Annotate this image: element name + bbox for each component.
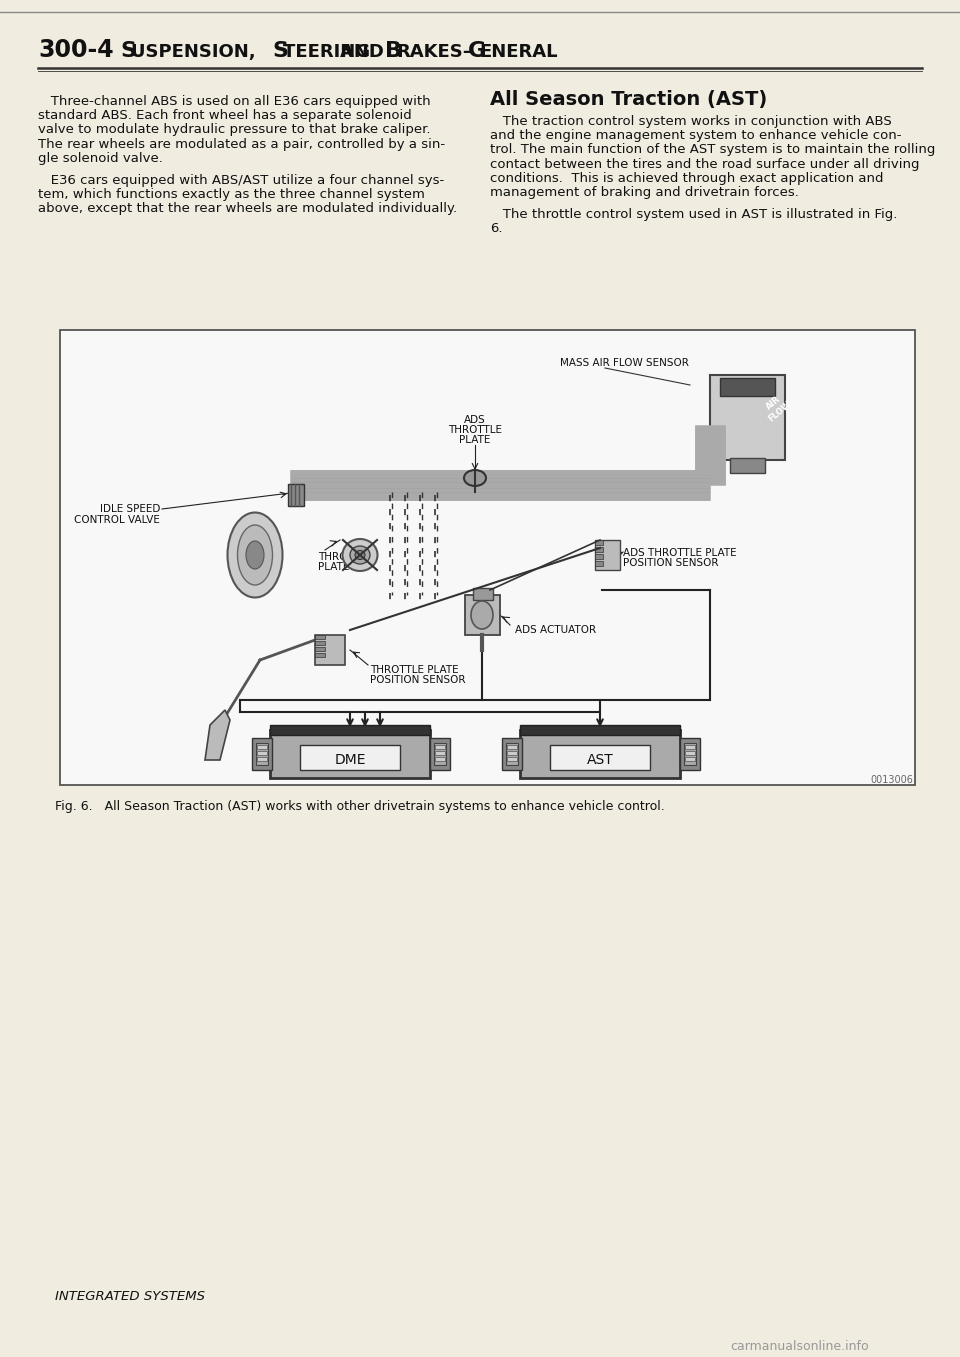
Bar xyxy=(685,745,695,749)
Text: TEERING: TEERING xyxy=(283,43,376,61)
Text: gle solenoid valve.: gle solenoid valve. xyxy=(38,152,163,164)
Bar xyxy=(60,330,915,784)
Bar xyxy=(684,744,696,765)
Text: MASS AIR FLOW SENSOR: MASS AIR FLOW SENSOR xyxy=(560,358,689,368)
Text: Three-channel ABS is used on all E36 cars equipped with: Three-channel ABS is used on all E36 car… xyxy=(38,95,431,109)
Text: E36 cars equipped with ABS/AST utilize a four channel sys-: E36 cars equipped with ABS/AST utilize a… xyxy=(38,174,444,187)
Bar xyxy=(465,594,500,635)
Bar xyxy=(502,738,522,769)
Bar xyxy=(680,738,700,769)
Text: All Season Traction (AST): All Season Traction (AST) xyxy=(490,90,767,109)
Bar xyxy=(520,725,680,735)
Text: AND: AND xyxy=(340,43,390,61)
Bar xyxy=(685,750,695,754)
Text: POSITION SENSOR: POSITION SENSOR xyxy=(370,674,466,685)
Text: conditions.  This is achieved through exact application and: conditions. This is achieved through exa… xyxy=(490,172,883,185)
Bar xyxy=(507,745,517,749)
Text: DME: DME xyxy=(334,753,366,767)
Text: POSITION SENSOR: POSITION SENSOR xyxy=(623,558,718,569)
Bar xyxy=(550,745,650,769)
Text: THROTTLE: THROTTLE xyxy=(448,425,502,436)
Bar xyxy=(270,725,430,735)
Bar xyxy=(430,738,450,769)
Text: management of braking and drivetrain forces.: management of braking and drivetrain for… xyxy=(490,186,799,199)
Bar xyxy=(315,653,325,657)
Text: ADS: ADS xyxy=(464,415,486,425)
Text: above, except that the rear wheels are modulated individually.: above, except that the rear wheels are m… xyxy=(38,202,457,216)
Bar xyxy=(288,484,304,506)
Bar xyxy=(595,540,620,570)
Bar xyxy=(473,588,493,600)
Text: contact between the tires and the road surface under all driving: contact between the tires and the road s… xyxy=(490,157,920,171)
Bar xyxy=(710,375,785,460)
Text: RAKES–: RAKES– xyxy=(396,43,472,61)
Text: AST: AST xyxy=(587,753,613,767)
Text: 0013006: 0013006 xyxy=(870,775,913,784)
Text: carmanualsonline.info: carmanualsonline.info xyxy=(730,1339,869,1353)
Bar xyxy=(507,750,517,754)
Text: IDLE SPEED: IDLE SPEED xyxy=(100,503,160,514)
Text: tem, which functions exactly as the three channel system: tem, which functions exactly as the thre… xyxy=(38,189,425,201)
Text: THROTTLE: THROTTLE xyxy=(318,552,372,562)
Bar xyxy=(256,744,268,765)
Bar xyxy=(315,635,325,639)
Bar xyxy=(315,635,345,665)
Text: S: S xyxy=(272,41,288,61)
Bar xyxy=(435,757,445,761)
Text: G: G xyxy=(468,41,487,61)
Ellipse shape xyxy=(228,513,282,597)
Bar xyxy=(434,744,446,765)
Ellipse shape xyxy=(246,541,264,569)
Ellipse shape xyxy=(237,525,273,585)
Text: The throttle control system used in AST is illustrated in Fig.: The throttle control system used in AST … xyxy=(490,208,898,221)
Bar xyxy=(595,554,603,559)
Bar xyxy=(507,757,517,761)
Text: valve to modulate hydraulic pressure to that brake caliper.: valve to modulate hydraulic pressure to … xyxy=(38,123,430,137)
Ellipse shape xyxy=(471,601,493,630)
Bar xyxy=(252,738,272,769)
Text: Fig. 6.   All Season Traction (AST) works with other drivetrain systems to enhan: Fig. 6. All Season Traction (AST) works … xyxy=(55,801,664,813)
Text: THROTTLE PLATE: THROTTLE PLATE xyxy=(370,665,459,674)
Bar xyxy=(720,379,775,396)
Text: standard ABS. Each front wheel has a separate solenoid: standard ABS. Each front wheel has a sep… xyxy=(38,109,412,122)
Bar xyxy=(595,547,603,552)
Ellipse shape xyxy=(464,470,486,486)
Bar xyxy=(685,757,695,761)
Text: S: S xyxy=(120,41,136,61)
Bar xyxy=(435,745,445,749)
Ellipse shape xyxy=(343,539,377,571)
Bar xyxy=(506,744,518,765)
Bar xyxy=(595,560,603,566)
Text: ADS ACTUATOR: ADS ACTUATOR xyxy=(515,626,596,635)
Bar xyxy=(315,641,325,645)
Text: INTEGRATED SYSTEMS: INTEGRATED SYSTEMS xyxy=(55,1291,205,1303)
Text: ENERAL: ENERAL xyxy=(479,43,558,61)
Bar xyxy=(257,757,267,761)
Text: The rear wheels are modulated as a pair, controlled by a sin-: The rear wheels are modulated as a pair,… xyxy=(38,137,445,151)
Text: and the engine management system to enhance vehicle con-: and the engine management system to enha… xyxy=(490,129,901,142)
Text: USPENSION,: USPENSION, xyxy=(131,43,262,61)
Ellipse shape xyxy=(350,546,370,565)
Bar xyxy=(270,730,430,778)
Text: 300-4: 300-4 xyxy=(38,38,113,62)
Bar xyxy=(435,750,445,754)
Bar xyxy=(300,745,400,769)
Bar xyxy=(257,745,267,749)
Bar xyxy=(257,750,267,754)
Bar xyxy=(520,730,680,778)
Text: 6.: 6. xyxy=(490,223,502,235)
Bar xyxy=(315,647,325,651)
Text: The traction control system works in conjunction with ABS: The traction control system works in con… xyxy=(490,115,892,128)
Ellipse shape xyxy=(355,551,365,559)
Text: PLATE: PLATE xyxy=(459,436,491,445)
Text: ADS THROTTLE PLATE: ADS THROTTLE PLATE xyxy=(623,548,736,558)
Polygon shape xyxy=(205,710,230,760)
Text: AIR
FLOW: AIR FLOW xyxy=(760,391,794,423)
Bar xyxy=(595,540,603,546)
Text: CONTROL VALVE: CONTROL VALVE xyxy=(74,516,160,525)
Text: B: B xyxy=(385,41,402,61)
Text: trol. The main function of the AST system is to maintain the rolling: trol. The main function of the AST syste… xyxy=(490,144,935,156)
Bar xyxy=(730,459,765,474)
Text: PLATE: PLATE xyxy=(318,562,349,573)
